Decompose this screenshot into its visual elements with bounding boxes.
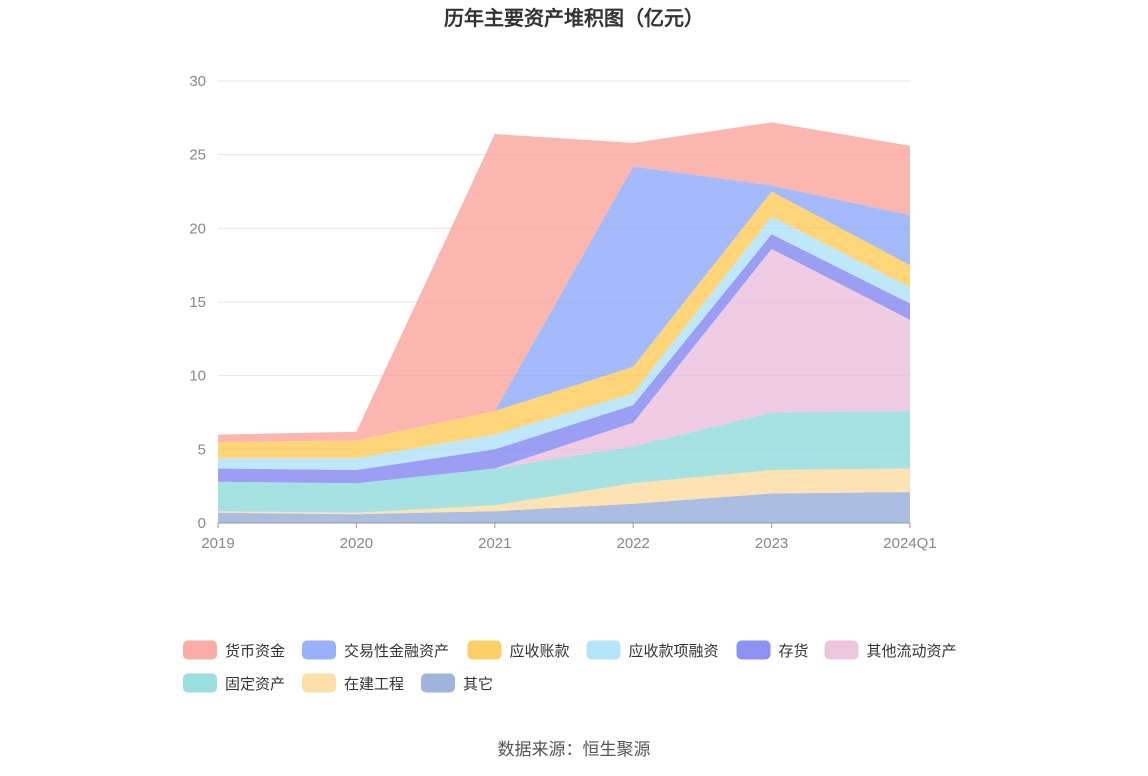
legend-item[interactable]: 存货 bbox=[736, 640, 809, 661]
legend-swatch bbox=[586, 640, 621, 660]
area-series-9 bbox=[218, 122, 910, 443]
legend-swatch bbox=[421, 673, 455, 693]
area-series-1 bbox=[218, 492, 910, 523]
series-areas bbox=[218, 122, 910, 523]
area-series-2 bbox=[218, 468, 910, 515]
area-series-3 bbox=[218, 411, 910, 513]
legend-item[interactable]: 交易性金融资产 bbox=[302, 640, 449, 661]
x-tick-label: 2020 bbox=[340, 535, 373, 552]
y-tick-label: 20 bbox=[189, 220, 206, 237]
data-source-note: 数据来源：恒生聚源 bbox=[498, 740, 651, 760]
axes: 0 5 10 15 20 25 30 2019 2020 2021 2022 2023 2024Q1 bbox=[189, 73, 936, 552]
legend-item[interactable]: 应收款项融资 bbox=[586, 640, 719, 661]
legend-item[interactable]: 其它 bbox=[421, 673, 493, 694]
x-tick-label: 2022 bbox=[617, 535, 650, 552]
area-series-7 bbox=[218, 191, 910, 459]
legend-label: 其它 bbox=[463, 675, 493, 693]
area-series-4 bbox=[218, 249, 910, 484]
legend-label: 货币资金 bbox=[225, 642, 285, 660]
legend-swatch bbox=[736, 640, 771, 660]
x-tick-label: 2021 bbox=[478, 535, 511, 552]
y-tick-label: 0 bbox=[198, 515, 206, 532]
legend-swatch bbox=[302, 673, 336, 693]
y-tick-label: 25 bbox=[189, 147, 206, 164]
x-tick-label: 2019 bbox=[201, 535, 234, 552]
legend-label: 应收款项融资 bbox=[629, 642, 719, 660]
legend-label: 其他流动资产 bbox=[867, 642, 957, 660]
legend-item[interactable]: 其他流动资产 bbox=[824, 640, 957, 661]
area-series-5 bbox=[218, 234, 910, 484]
legend-swatch bbox=[183, 673, 217, 693]
legend-label: 存货 bbox=[779, 642, 809, 660]
x-tick-label: 2024Q1 bbox=[883, 535, 936, 552]
x-tick-label: 2023 bbox=[755, 535, 788, 552]
legend-label: 交易性金融资产 bbox=[344, 642, 449, 660]
legend-item[interactable]: 货币资金 bbox=[183, 640, 285, 661]
legend-label: 应收账款 bbox=[510, 642, 570, 660]
legend-label: 固定资产 bbox=[225, 675, 285, 693]
y-tick-label: 5 bbox=[198, 441, 206, 458]
legend-item[interactable]: 在建工程 bbox=[302, 673, 404, 694]
y-tick-label: 30 bbox=[189, 73, 206, 90]
legend-item[interactable]: 应收账款 bbox=[467, 640, 570, 661]
legend-swatch bbox=[824, 640, 859, 660]
chart-title: 历年主要资产堆积图（亿元） bbox=[444, 6, 704, 30]
area-series-6 bbox=[218, 216, 910, 470]
y-tick-label: 15 bbox=[189, 294, 206, 311]
legend-label: 在建工程 bbox=[344, 675, 404, 693]
y-tick-label: 10 bbox=[189, 368, 206, 385]
legend-swatch bbox=[183, 640, 217, 660]
legend-swatch bbox=[302, 640, 336, 660]
area-series-8 bbox=[218, 166, 910, 442]
legend-item[interactable]: 固定资产 bbox=[183, 673, 285, 694]
legend-swatch bbox=[467, 640, 502, 660]
